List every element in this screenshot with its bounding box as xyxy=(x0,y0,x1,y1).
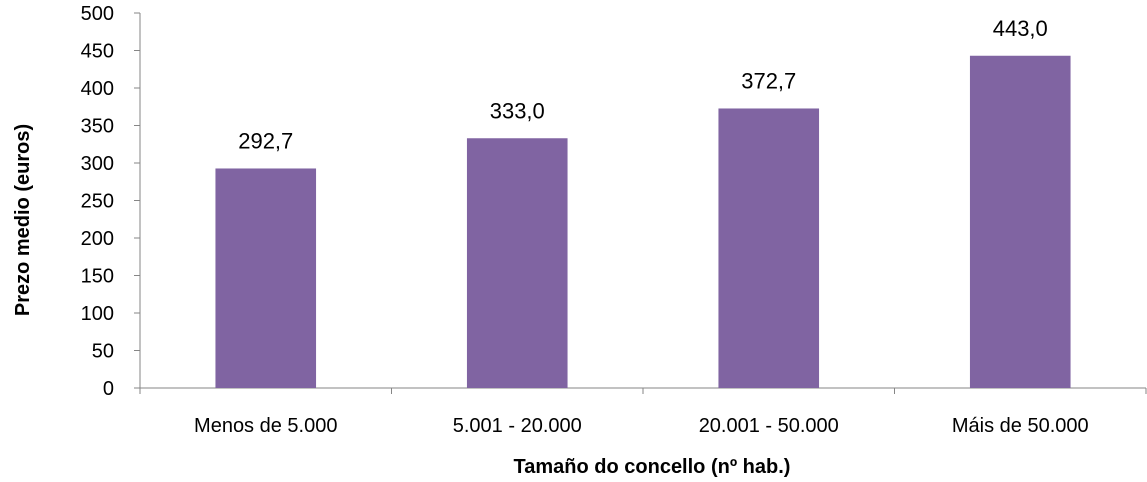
y-tick-label: 100 xyxy=(81,303,114,325)
bar xyxy=(969,55,1071,388)
y-tick-label: 150 xyxy=(81,266,114,288)
x-tick-label: 5.001 - 20.000 xyxy=(453,415,582,437)
data-label: 333,0 xyxy=(490,98,545,123)
y-tick-label: 350 xyxy=(81,116,114,138)
bar xyxy=(215,168,317,388)
x-tick-label: Máis de 50.000 xyxy=(952,415,1089,437)
y-tick-label: 400 xyxy=(81,78,114,100)
bar xyxy=(466,138,568,388)
data-label: 372,7 xyxy=(741,68,796,93)
y-tick-label: 250 xyxy=(81,191,114,213)
y-axis-title: Prezo medio (euros) xyxy=(12,124,34,316)
data-label: 292,7 xyxy=(238,128,293,153)
x-axis-title: Tamaño do concello (nº hab.) xyxy=(514,456,791,478)
y-tick-label: 50 xyxy=(92,341,114,363)
y-axis: 0 50 100 150 200 250 300 350 400 450 500 xyxy=(81,3,141,400)
y-tick-label: 200 xyxy=(81,228,114,250)
y-tick-label: 0 xyxy=(103,378,114,400)
x-tick-label: 20.001 - 50.000 xyxy=(699,415,839,437)
y-tick-label: 450 xyxy=(81,41,114,63)
data-label: 443,0 xyxy=(993,16,1048,41)
y-tick-label: 300 xyxy=(81,153,114,175)
x-tick-label: Menos de 5.000 xyxy=(194,415,337,437)
y-tick-label: 500 xyxy=(81,3,114,25)
bars xyxy=(215,55,1071,388)
x-axis: Menos de 5.000 5.001 - 20.000 20.001 - 50.… xyxy=(139,387,1147,437)
data-labels: 292,7 333,0 372,7 443,0 xyxy=(238,16,1048,154)
bar xyxy=(718,108,820,388)
